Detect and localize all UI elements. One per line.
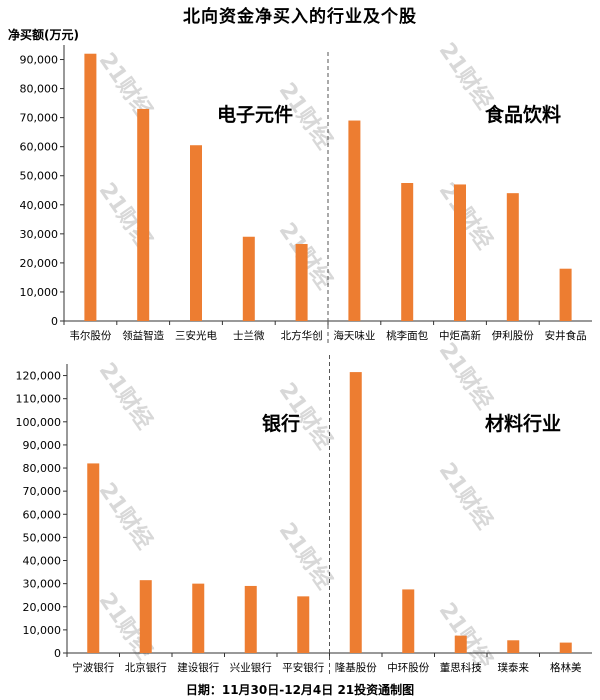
sector-label: 银行 — [262, 412, 300, 435]
bar-璞泰来 — [507, 640, 520, 653]
x-category-label: 北京银行 — [125, 661, 167, 674]
y-tick-label: 10,000 — [20, 286, 59, 299]
y-tick-label: 50,000 — [23, 531, 62, 544]
y-tick-label: 0 — [51, 315, 58, 328]
x-category-label: 董思科技 — [440, 661, 482, 674]
sector-label: 材料行业 — [485, 412, 561, 435]
y-tick-label: 60,000 — [20, 141, 59, 154]
x-category-label: 建设银行 — [177, 661, 219, 674]
x-category-label: 三安光电 — [175, 329, 217, 342]
bar-安井食品 — [559, 268, 572, 321]
x-category-label: 宁波银行 — [72, 661, 114, 674]
bar-领益智造 — [137, 108, 150, 321]
y-tick-label: 70,000 — [20, 112, 59, 125]
x-category-label: 安井食品 — [545, 329, 587, 342]
bar-韦尔股份 — [84, 53, 97, 321]
x-category-label: 桃李面包 — [386, 329, 428, 342]
x-category-label: 兴业银行 — [230, 661, 272, 674]
bar-北京银行 — [139, 580, 152, 653]
y-tick-label: 40,000 — [20, 199, 59, 212]
y-tick-label: 110,000 — [16, 393, 62, 406]
x-category-label: 平安银行 — [282, 661, 324, 674]
x-category-label: 海天味业 — [333, 329, 375, 342]
x-category-label: 士兰微 — [233, 329, 265, 342]
bar-中环股份 — [402, 589, 415, 653]
y-tick-label: 40,000 — [23, 555, 62, 568]
x-category-label: 北方华创 — [281, 329, 323, 342]
bar-兴业银行 — [244, 585, 257, 653]
y-tick-label: 90,000 — [20, 54, 59, 67]
sector-label: 电子元件 — [217, 103, 293, 126]
watermark-3: 21财经 — [434, 38, 498, 114]
x-category-label: 领益智造 — [122, 329, 164, 342]
bar-中炬高新 — [454, 184, 466, 321]
watermark-10: 21财经 — [94, 478, 158, 554]
bar-平安银行 — [297, 596, 310, 653]
bar-宁波银行 — [87, 463, 100, 653]
x-category-label: 伊利股份 — [492, 330, 534, 342]
x-category-label: 中环股份 — [387, 661, 429, 674]
y-tick-label: 30,000 — [23, 578, 62, 591]
x-category-label: 格林美 — [550, 661, 582, 674]
y-tick-label: 30,000 — [20, 228, 59, 241]
x-category-label: 璞泰来 — [498, 661, 530, 674]
sector-label: 食品饮料 — [485, 103, 561, 126]
bar-三安光电 — [190, 145, 202, 321]
bar-桃李面包 — [401, 183, 414, 321]
x-category-label: 韦尔股份 — [69, 329, 111, 342]
watermark-11: 21财经 — [274, 518, 338, 594]
y-tick-label: 70,000 — [23, 485, 62, 498]
watermark-12: 21财经 — [434, 458, 498, 534]
bar-伊利股份 — [506, 193, 519, 321]
y-axis-unit-label: 净买额(万元) — [8, 28, 79, 42]
footer-note: 日期：11月30日-12月4日 21投资通制图 — [185, 683, 415, 697]
y-tick-label: 100,000 — [16, 416, 62, 429]
bar-海天味业 — [348, 120, 361, 322]
y-tick-label: 20,000 — [20, 257, 59, 270]
y-tick-label: 0 — [54, 647, 61, 660]
y-tick-label: 80,000 — [20, 83, 59, 96]
bar-建设银行 — [192, 583, 205, 653]
y-tick-label: 10,000 — [23, 624, 62, 637]
y-tick-label: 80,000 — [23, 462, 62, 475]
y-tick-label: 60,000 — [23, 508, 62, 521]
x-category-label: 隆基股份 — [335, 661, 377, 674]
bar-董思科技 — [454, 635, 467, 653]
y-tick-label: 50,000 — [20, 170, 59, 183]
y-tick-label: 20,000 — [23, 601, 62, 614]
chart-title: 北向资金净买入的行业及个股 — [183, 7, 417, 27]
watermark-9: 21财经 — [434, 338, 498, 414]
bar-隆基股份 — [349, 372, 362, 653]
bar-士兰微 — [242, 236, 255, 321]
bar-格林美 — [559, 642, 572, 653]
y-tick-label: 90,000 — [23, 439, 62, 452]
watermark-7: 21财经 — [94, 358, 158, 434]
y-tick-label: 120,000 — [16, 370, 62, 383]
bar-北方华创 — [295, 244, 308, 321]
x-category-label: 中炬高新 — [439, 329, 481, 342]
